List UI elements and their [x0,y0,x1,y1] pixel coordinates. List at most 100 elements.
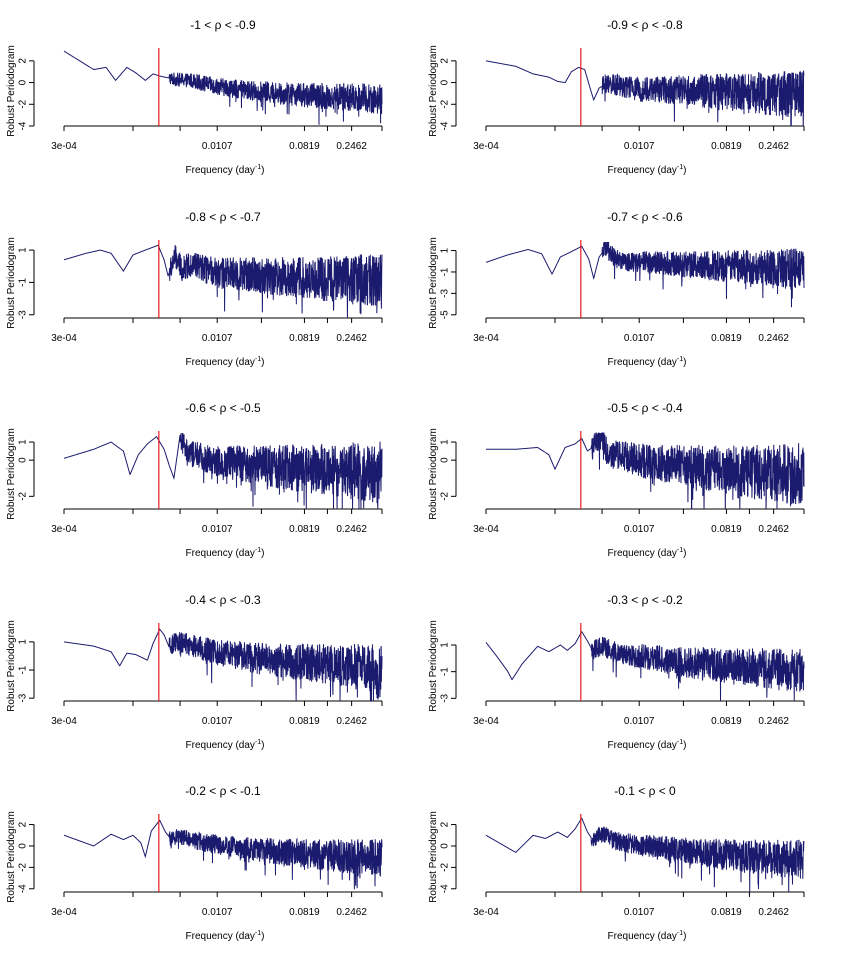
x-tick-label: 0.2462 [336,524,367,535]
x-tick-label: 0.2462 [336,716,367,727]
periodogram-series-line [63,628,383,701]
panel-6: -0.5 < ρ < -0.4 3e-04 0.0107 0.0819 0.2462 Fr… [422,383,844,575]
y-tick-label: -2 [440,99,451,108]
x-axis-label-sup: -1 [677,930,683,937]
periodogram-chart: -0.1 < ρ < 0 3e-04 0.0107 0.0819 0.2462 Frequ… [428,784,805,942]
periodogram-series-line [485,817,805,893]
x-tick-label: 0.0107 [624,333,655,344]
x-axis-label-text: Frequency (day [608,165,677,176]
x-tick-label: 0.2462 [336,141,367,152]
x-axis-label-sup: -1 [255,164,261,171]
y-tick-label: -3 [18,693,29,702]
x-tick-label: 0.0107 [624,716,655,727]
x-axis-label-text: Frequency (day [608,740,677,751]
y-tick-label: -3 [440,693,451,702]
x-tick-label: 0.2462 [336,907,367,918]
y-axis-label: Robust Periodogram [428,620,439,712]
x-tick-label: 0.2462 [758,333,789,344]
x-axis-label-text: Frequency (day [608,931,677,942]
x-tick-label: 3e-04 [473,907,499,918]
chart-title: -0.8 < ρ < -0.7 [185,210,261,224]
panel-9: -0.2 < ρ < -0.1 3e-04 0.0107 0.0819 0.2462 Fr… [0,766,422,958]
periodogram-series-line [63,820,383,890]
x-axis-label-text: Frequency (day [186,357,255,368]
x-tick-label: 0.0107 [202,333,233,344]
y-tick-label: -1 [440,667,451,676]
chart-title: -0.2 < ρ < -0.1 [185,784,261,798]
x-tick-label: 3e-04 [51,141,77,152]
y-axis-label: Robust Periodogram [6,812,17,904]
x-tick-label: 3e-04 [473,524,499,535]
x-tick-label: 0.2462 [758,907,789,918]
y-axis-label: Robust Periodogram [428,45,439,137]
panel-3: -0.8 < ρ < -0.7 3e-04 0.0107 0.0819 0.2462 Fr… [0,192,422,384]
periodogram-chart: -1 < ρ < -0.9 3e-04 0.0107 0.0819 0.2462 Freq… [6,18,383,176]
x-tick-label: 0.0819 [289,333,320,344]
y-axis-label: Robust Periodogram [6,45,17,137]
periodogram-series-line [486,432,805,510]
chart-title: -0.7 < ρ < -0.6 [607,210,683,224]
x-tick-label: 3e-04 [51,716,77,727]
x-axis-label-close: ) [683,931,686,942]
y-tick-label: -1 [18,277,29,286]
y-tick-label: 2 [18,822,29,828]
periodogram-chart: -0.2 < ρ < -0.1 3e-04 0.0107 0.0819 0.2462 Fr… [6,784,383,942]
x-tick-label: 0.0107 [202,524,233,535]
periodogram-chart: -0.9 < ρ < -0.8 3e-04 0.0107 0.0819 0.2462 Fr… [428,18,805,176]
y-axis-label: Robust Periodogram [6,237,17,329]
y-tick-label: 1 [18,246,29,252]
x-tick-label: 0.0819 [289,716,320,727]
chart-title: -0.3 < ρ < -0.2 [607,593,683,607]
x-axis-label-close: ) [683,548,686,559]
x-tick-label: 0.0107 [202,141,233,152]
chart-title: -1 < ρ < -0.9 [190,18,256,32]
y-tick-label: -1 [440,267,451,276]
x-axis-label-sup: -1 [255,356,261,363]
y-tick-label: 0 [18,843,29,849]
x-tick-label: 0.0819 [289,524,320,535]
x-axis-label: Frequency (day-1) [608,930,687,942]
y-axis-label: Robust Periodogram [6,620,17,712]
x-axis-label-sup: -1 [677,164,683,171]
y-tick-label: 1 [18,439,29,445]
panel-10: -0.1 < ρ < 0 3e-04 0.0107 0.0819 0.2462 Frequ… [422,766,844,958]
y-tick-label: 1 [440,642,451,648]
x-tick-label: 0.2462 [758,141,789,152]
y-tick-label: 0 [440,843,451,849]
x-axis-label: Frequency (day-1) [186,164,265,176]
x-tick-label: 0.0107 [624,524,655,535]
y-tick-label: 2 [440,58,451,64]
y-tick-label: -2 [18,863,29,872]
x-axis-label: Frequency (day-1) [186,356,265,368]
y-axis-label: Robust Periodogram [6,428,17,520]
y-tick-label: 1 [440,439,451,445]
x-axis-label-sup: -1 [255,547,261,554]
y-tick-label: -4 [440,884,451,893]
y-tick-label: 0 [18,457,29,463]
x-axis-label-text: Frequency (day [186,165,255,176]
x-axis-label-text: Frequency (day [608,357,677,368]
y-tick-label: 1 [18,638,29,644]
panel-7: -0.4 < ρ < -0.3 3e-04 0.0107 0.0819 0.2462 Fr… [0,575,422,767]
y-tick-label: 0 [440,457,451,463]
y-tick-label: -4 [18,884,29,893]
y-tick-label: -2 [440,492,451,501]
x-axis-label-close: ) [261,165,264,176]
chart-title: -0.5 < ρ < -0.4 [607,401,683,415]
x-axis-label-close: ) [261,357,264,368]
x-tick-label: 3e-04 [51,524,77,535]
y-tick-label: 0 [18,79,29,85]
x-axis-label-sup: -1 [255,930,261,937]
y-tick-label: -5 [440,309,451,318]
x-axis-label-close: ) [683,357,686,368]
x-tick-label: 0.0107 [624,141,655,152]
y-tick-label: -4 [18,121,29,130]
periodogram-series-line [63,433,383,510]
y-tick-label: -2 [18,99,29,108]
y-tick-label: -3 [440,288,451,297]
x-tick-label: 0.2462 [758,524,789,535]
y-tick-label: 2 [18,58,29,64]
x-axis-label-sup: -1 [255,739,261,746]
periodogram-chart: -0.4 < ρ < -0.3 3e-04 0.0107 0.0819 0.2462 Fr… [6,593,383,751]
x-tick-label: 0.0819 [289,141,320,152]
